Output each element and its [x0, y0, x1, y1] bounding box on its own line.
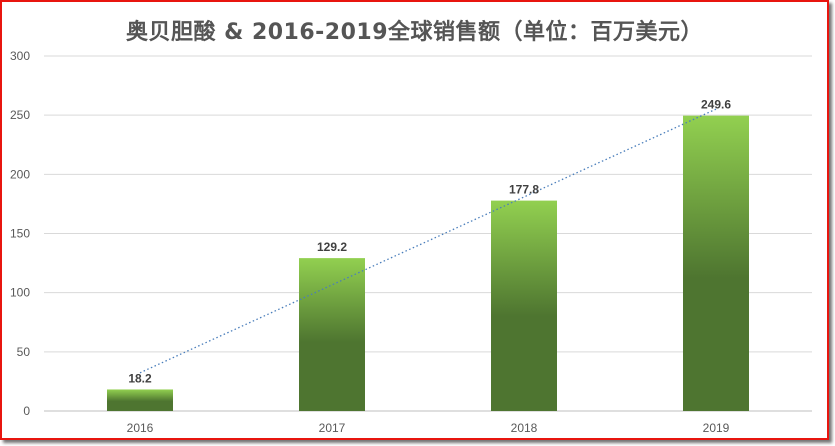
- x-tick-label: 2016: [127, 421, 154, 435]
- bar: [107, 389, 173, 411]
- y-tick-label: 0: [23, 404, 30, 418]
- y-tick-label: 250: [10, 108, 30, 122]
- bar: [683, 115, 749, 411]
- x-tick-label: 2018: [511, 421, 538, 435]
- x-tick-label: 2019: [703, 421, 730, 435]
- bar: [299, 258, 365, 411]
- x-tick-label: 2017: [319, 421, 346, 435]
- data-labels: 18.2 129.2 177.8 249.6: [128, 98, 731, 386]
- data-label: 18.2: [128, 371, 152, 385]
- y-tick-label: 300: [10, 49, 30, 63]
- chart-title: 奥贝胆酸 & 2016-2019全球销售额（单位：百万美元）: [125, 20, 704, 45]
- x-axis-ticks: 2016 2017 2018 2019: [127, 421, 730, 435]
- y-tick-label: 100: [10, 286, 30, 300]
- bar: [491, 200, 557, 411]
- y-tick-label: 150: [10, 227, 30, 241]
- y-axis-ticks: 0 50 100 150 200 250 300: [10, 49, 30, 418]
- trendline: [139, 108, 717, 374]
- data-label: 129.2: [317, 240, 347, 254]
- data-label: 249.6: [701, 98, 731, 112]
- bars: [107, 115, 749, 411]
- trendline-group: [139, 108, 717, 374]
- data-label: 177.8: [509, 183, 539, 197]
- y-tick-label: 50: [17, 345, 31, 359]
- y-tick-label: 200: [10, 167, 30, 181]
